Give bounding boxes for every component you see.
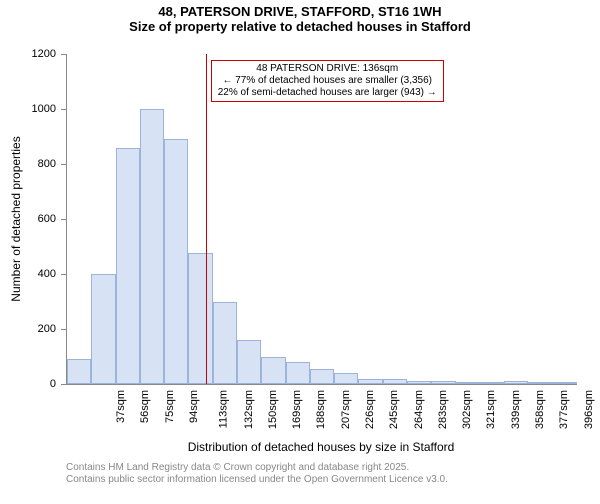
annotation-line: ← 77% of detached houses are smaller (3,… (218, 75, 437, 87)
xtick-label: 283sqm (437, 390, 449, 429)
histogram-bar (431, 381, 455, 384)
xtick-label: 169sqm (291, 390, 303, 429)
xtick-label: 302sqm (461, 390, 473, 429)
histogram-bar (213, 302, 237, 385)
xtick-label: 132sqm (243, 390, 255, 429)
ytick-mark (61, 384, 66, 385)
xtick-label: 150sqm (267, 390, 279, 429)
annotation-line: 48 PATERSON DRIVE: 136sqm (218, 63, 437, 75)
histogram-bar (140, 109, 164, 384)
histogram-bar (358, 379, 382, 385)
xtick-label: 339sqm (510, 390, 522, 429)
ytick-mark (61, 54, 66, 55)
footer-line1: Contains HM Land Registry data © Crown c… (66, 462, 448, 474)
xtick-label: 37sqm (115, 390, 127, 423)
ytick-label: 1200 (0, 48, 56, 60)
histogram-bar (67, 359, 91, 384)
x-axis-label: Distribution of detached houses by size … (188, 440, 455, 454)
histogram-bar (286, 362, 310, 384)
annotation-box: 48 PATERSON DRIVE: 136sqm← 77% of detach… (211, 60, 444, 102)
reference-line (206, 54, 207, 384)
histogram-bar (383, 379, 407, 385)
histogram-bar (188, 253, 212, 384)
histogram-bar (480, 382, 504, 384)
histogram-bar (553, 382, 577, 384)
histogram-bar (310, 369, 334, 384)
histogram-bar (456, 382, 480, 384)
histogram-bar (504, 381, 528, 384)
histogram-bar (407, 381, 431, 384)
xtick-label: 264sqm (413, 390, 425, 429)
xtick-label: 396sqm (583, 390, 595, 429)
histogram-bar (91, 274, 115, 384)
ytick-label: 1000 (0, 103, 56, 115)
xtick-label: 94sqm (188, 390, 200, 423)
ytick-label: 200 (0, 323, 56, 335)
histogram-bar (164, 139, 188, 384)
histogram-bar (116, 148, 140, 385)
histogram-bar (334, 373, 358, 384)
ytick-mark (61, 164, 66, 165)
annotation-line: 22% of semi-detached houses are larger (… (218, 87, 437, 99)
histogram-bar (528, 382, 552, 384)
xtick-label: 207sqm (340, 390, 352, 429)
xtick-label: 226sqm (364, 390, 376, 429)
xtick-label: 188sqm (316, 390, 328, 429)
footer-line2: Contains public sector information licen… (66, 474, 448, 486)
chart-area: 02004006008001000120037sqm56sqm75sqm94sq… (0, 4, 600, 504)
xtick-label: 56sqm (139, 390, 151, 423)
ytick-mark (61, 329, 66, 330)
xtick-label: 321sqm (486, 390, 498, 429)
xtick-label: 113sqm (218, 390, 230, 428)
xtick-label: 377sqm (558, 390, 570, 429)
chart-footer: Contains HM Land Registry data © Crown c… (66, 462, 448, 486)
ytick-label: 0 (0, 378, 56, 390)
y-axis-label: Number of detached properties (9, 136, 23, 301)
ytick-mark (61, 109, 66, 110)
xtick-label: 358sqm (534, 390, 546, 429)
plot-background (66, 54, 577, 385)
histogram-bar (237, 340, 261, 384)
ytick-mark (61, 219, 66, 220)
histogram-bar (261, 357, 285, 385)
xtick-label: 245sqm (388, 390, 400, 429)
ytick-mark (61, 274, 66, 275)
xtick-label: 75sqm (164, 390, 176, 423)
